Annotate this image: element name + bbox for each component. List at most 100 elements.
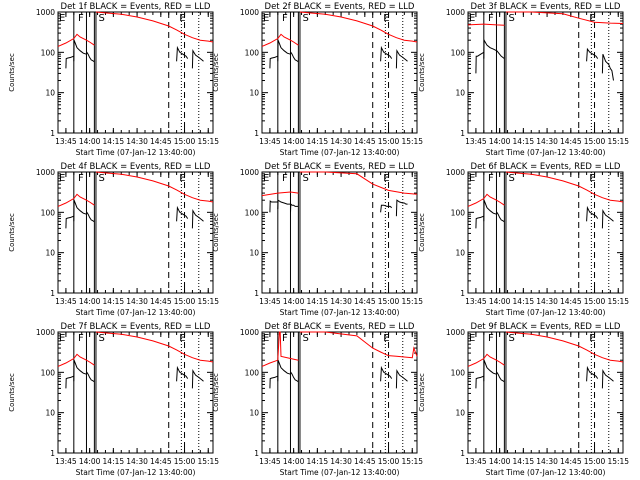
x-axis-label: Start Time (07-Jan-12 13:40:00) <box>280 308 400 317</box>
x-tick-label: 14:00 <box>489 137 511 146</box>
panel-title: Det 1f BLACK = Events, RED = LLD <box>61 2 211 12</box>
events-series-line <box>269 55 278 69</box>
lld-series-line <box>505 331 624 363</box>
x-tick-label: 15:15 <box>197 137 219 146</box>
x-tick-label: 14:45 <box>560 457 582 466</box>
y-axis-label: Counts/sec <box>212 373 220 412</box>
lld-series-line <box>57 193 95 207</box>
panel-title: Det 5f BLACK = Events, RED = LLD <box>265 162 415 172</box>
y-axis-label: Counts/sec <box>8 53 16 92</box>
panel-title: Det 4f BLACK = Events, RED = LLD <box>61 162 211 172</box>
y-tick-label: 1 <box>460 449 465 458</box>
lld-series-line <box>505 171 624 203</box>
x-tick-label: 14:15 <box>307 137 329 146</box>
x-tick-label: 14:00 <box>283 457 305 466</box>
y-tick-label: 1 <box>460 129 465 138</box>
x-tick-label: 15:15 <box>607 457 629 466</box>
events-series-line <box>73 360 87 382</box>
marker-label: E <box>179 173 185 184</box>
x-tick-label: 15:00 <box>378 137 400 146</box>
marker-label: F <box>282 333 288 344</box>
lld-series-line <box>95 11 214 43</box>
y-tick-label: 100 <box>451 368 466 377</box>
marker-label: E <box>263 13 269 24</box>
x-axis-label: Start Time (07-Jan-12 13:40:00) <box>76 148 196 157</box>
x-tick-label: 14:15 <box>307 457 329 466</box>
events-series-line <box>277 40 291 62</box>
y-tick-label: 1000 <box>36 168 55 177</box>
x-tick-label: 15:00 <box>174 457 196 466</box>
panel-title: Det 9f BLACK = Events, RED = LLD <box>471 322 621 332</box>
y-tick-label: 100 <box>245 208 260 217</box>
y-axis-label: Counts/sec <box>212 213 220 252</box>
detector-panel: Det 9f BLACK = Events, RED = LLD Counts/s… <box>418 322 629 477</box>
marker-label: S <box>509 13 515 24</box>
y-tick-label: 1000 <box>240 168 259 177</box>
events-series-line <box>395 199 408 217</box>
marker-label: E <box>383 333 389 344</box>
panel-title: Det 2f BLACK = Events, RED = LLD <box>265 2 415 12</box>
events-series-line <box>586 47 599 62</box>
events-series-line <box>395 48 408 69</box>
x-tick-label: 14:30 <box>126 297 148 306</box>
x-tick-label: 13:45 <box>259 137 281 146</box>
plot-frame <box>261 331 418 454</box>
events-series-line <box>601 208 614 229</box>
x-tick-label: 14:00 <box>79 137 101 146</box>
x-tick-label: 14:30 <box>330 137 352 146</box>
events-series-line <box>475 51 485 74</box>
x-tick-label: 14:00 <box>79 457 101 466</box>
marker-label: F <box>78 173 84 184</box>
y-tick-label: 1 <box>254 129 259 138</box>
panel-title: Det 7f BLACK = Events, RED = LLD <box>61 322 211 332</box>
events-series-line <box>65 375 74 389</box>
x-tick-label: 15:15 <box>401 457 423 466</box>
y-tick-label: 10 <box>249 409 259 418</box>
events-series-line <box>290 51 299 63</box>
x-tick-label: 15:00 <box>584 457 606 466</box>
events-series-line <box>395 368 408 389</box>
marker-label: F <box>78 333 84 344</box>
detector-panel: Det 2f BLACK = Events, RED = LLD Counts/s… <box>212 2 423 157</box>
x-tick-label: 14:45 <box>150 137 172 146</box>
y-tick-label: 1 <box>50 289 55 298</box>
x-tick-label: 14:30 <box>126 457 148 466</box>
detector-panel: Det 3f BLACK = Events, RED = LLD Counts/s… <box>418 2 629 157</box>
marker-label: E <box>469 333 475 344</box>
lld-series-line <box>261 191 299 197</box>
y-tick-label: 10 <box>45 409 55 418</box>
x-tick-label: 15:00 <box>584 297 606 306</box>
x-tick-label: 14:15 <box>513 457 535 466</box>
events-series-line <box>86 371 95 383</box>
marker-label: E <box>59 333 65 344</box>
x-axis-label: Start Time (07-Jan-12 13:40:00) <box>280 148 400 157</box>
events-series-line <box>496 211 505 223</box>
lld-series-line <box>57 33 95 47</box>
plot-frame <box>467 171 624 294</box>
x-tick-label: 15:00 <box>378 297 400 306</box>
x-tick-label: 13:45 <box>259 297 281 306</box>
events-series-line <box>586 205 599 222</box>
y-tick-label: 1 <box>460 289 465 298</box>
x-tick-label: 13:45 <box>465 137 487 146</box>
y-tick-label: 100 <box>451 48 466 57</box>
plot-frame <box>261 171 418 294</box>
marker-label: S <box>509 333 515 344</box>
y-axis-label: Counts/sec <box>8 213 16 252</box>
x-tick-label: 13:45 <box>259 457 281 466</box>
events-series-line <box>176 45 189 62</box>
x-axis-label: Start Time (07-Jan-12 13:40:00) <box>486 308 606 317</box>
y-tick-label: 10 <box>45 249 55 258</box>
x-tick-label: 15:00 <box>584 137 606 146</box>
marker-label: E <box>383 173 389 184</box>
x-tick-label: 14:30 <box>536 137 558 146</box>
x-tick-label: 14:45 <box>354 297 376 306</box>
y-tick-label: 10 <box>455 409 465 418</box>
x-tick-label: 14:00 <box>283 297 305 306</box>
y-tick-label: 10 <box>249 249 259 258</box>
x-tick-label: 14:45 <box>150 297 172 306</box>
y-tick-label: 100 <box>41 368 56 377</box>
marker-label: E <box>59 173 65 184</box>
events-series-line <box>290 203 299 213</box>
